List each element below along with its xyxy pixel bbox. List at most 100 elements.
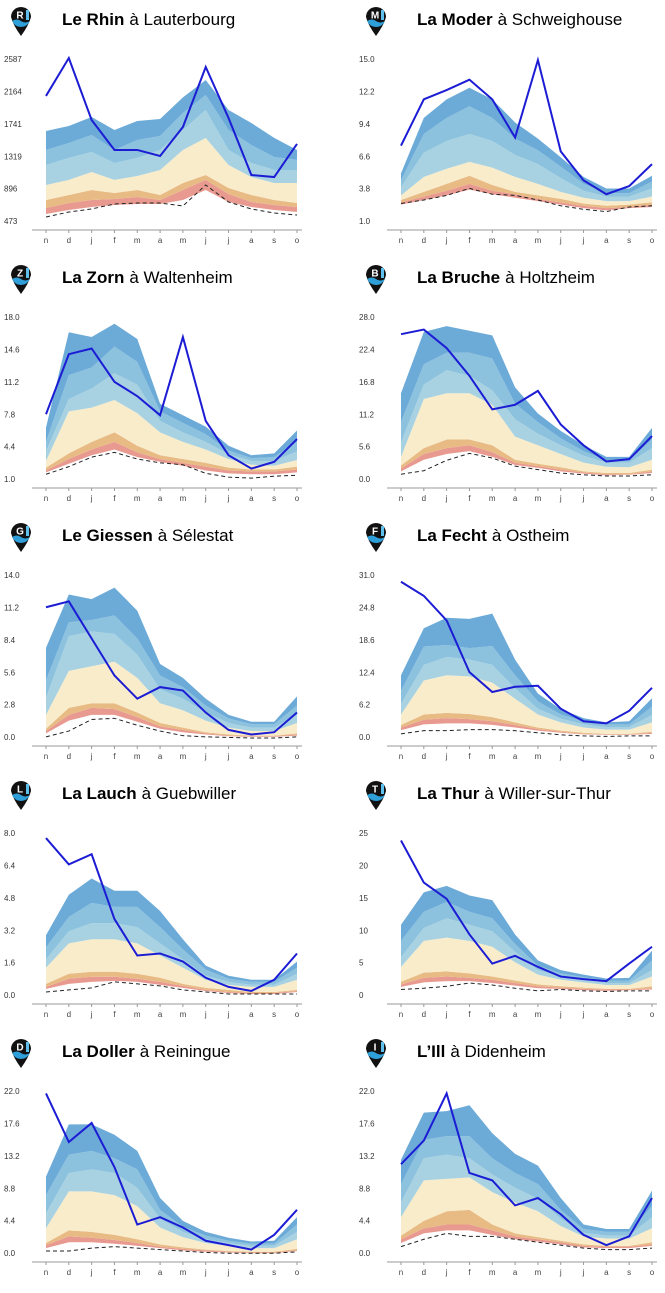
panel-title: L’Ill à Didenheim xyxy=(417,1042,546,1061)
x-tick-label: f xyxy=(468,1268,471,1277)
y-tick-label: 13.2 xyxy=(4,1152,20,1161)
x-tick-label: n xyxy=(44,752,48,761)
quantile-band xyxy=(401,675,652,734)
quantile-band xyxy=(46,976,297,994)
minimum-line xyxy=(400,729,652,737)
place-name: à Holtzheim xyxy=(505,268,595,287)
icon-water xyxy=(12,1051,30,1059)
x-tick-label: m xyxy=(535,1268,542,1277)
x-tick-label: j xyxy=(90,494,93,503)
y-tick-label: 0.0 xyxy=(359,475,371,484)
x-tick-label: m xyxy=(535,236,542,245)
quantile-band xyxy=(401,1224,652,1249)
icon-letter: D xyxy=(16,1043,23,1054)
y-tick-label: 4.4 xyxy=(4,1217,16,1226)
place-name: à Waltenheim xyxy=(129,268,232,287)
river-name: Le Giessen xyxy=(62,526,153,545)
y-tick-label: 12.2 xyxy=(359,88,375,97)
x-tick-label: n xyxy=(44,494,48,503)
x-tick-label: m xyxy=(134,494,141,503)
x-tick-label: f xyxy=(113,236,116,245)
quantile-band xyxy=(46,179,297,215)
panel: R Le Rhin à Lauterbourg 473 896 1319 1741 2164 2… xyxy=(4,7,302,245)
icon-letter: G xyxy=(16,527,24,538)
river-name: La Doller xyxy=(62,1042,135,1061)
icon-water xyxy=(367,535,385,543)
x-tick-label: m xyxy=(134,236,141,245)
x-tick-label: f xyxy=(113,752,116,761)
panel-title: La Thur à Willer-sur-Thur xyxy=(417,784,611,803)
y-tick-label: 8.8 xyxy=(359,1184,371,1193)
x-tick-label: m xyxy=(489,1268,496,1277)
x-tick-label: j xyxy=(90,236,93,245)
y-tick-label: 4.4 xyxy=(359,1217,371,1226)
x-tick-label: j xyxy=(204,1268,207,1277)
x-tick-label: o xyxy=(650,494,655,503)
x-tick-label: m xyxy=(535,752,542,761)
icon-water xyxy=(12,535,30,543)
y-tick-label: 1.0 xyxy=(4,475,16,484)
icon-water xyxy=(367,793,385,801)
quantile-band xyxy=(46,95,297,170)
x-tick-label: a xyxy=(158,752,163,761)
x-tick-label: d xyxy=(422,1268,426,1277)
y-tick-label: 0.0 xyxy=(359,1249,371,1258)
panel-title: La Doller à Reiningue xyxy=(62,1042,231,1061)
flow-line xyxy=(400,56,653,196)
x-tick-label: s xyxy=(272,752,276,761)
x-tick-label: a xyxy=(604,236,609,245)
y-tick-label: 14.0 xyxy=(4,571,20,580)
x-tick-label: n xyxy=(44,1268,48,1277)
x-tick-label: f xyxy=(113,1010,116,1019)
quantile-band xyxy=(46,174,297,208)
quantile-band xyxy=(46,441,297,475)
x-tick-label: j xyxy=(227,1010,230,1019)
icon-water xyxy=(367,277,385,285)
x-tick-label: a xyxy=(249,494,254,503)
y-tick-label: 2164 xyxy=(4,88,22,97)
icon-gauge xyxy=(26,10,29,20)
quantile-band xyxy=(46,971,297,993)
y-tick-label: 11.2 xyxy=(4,604,20,613)
x-tick-label: a xyxy=(158,494,163,503)
y-tick-label: 0.0 xyxy=(4,1249,16,1258)
y-tick-label: 1741 xyxy=(4,120,22,129)
x-tick-label: d xyxy=(67,236,71,245)
y-tick-label: 22.0 xyxy=(4,1087,20,1096)
x-tick-label: m xyxy=(180,752,187,761)
y-tick-label: 0 xyxy=(359,991,364,1000)
x-tick-label: a xyxy=(249,1268,254,1277)
river-name: L’Ill xyxy=(417,1042,445,1061)
quantile-band xyxy=(401,657,652,730)
quantile-band xyxy=(46,80,297,160)
x-tick-label: f xyxy=(468,752,471,761)
x-tick-label: n xyxy=(44,236,48,245)
x-tick-label: o xyxy=(650,236,655,245)
quantile-band xyxy=(401,976,652,991)
y-tick-label: 10 xyxy=(359,926,368,935)
panel: G Le Giessen à Sélestat 0.0 2.8 5.6 8.4 11.2 14.… xyxy=(4,523,302,761)
x-tick-label: j xyxy=(582,494,585,503)
place-name: à Guebwiller xyxy=(142,784,237,803)
y-tick-label: 12.4 xyxy=(359,668,375,677)
y-tick-label: 0.0 xyxy=(359,733,371,742)
x-tick-label: a xyxy=(513,236,518,245)
x-tick-label: a xyxy=(513,1268,518,1277)
x-tick-label: a xyxy=(158,1010,163,1019)
x-tick-label: n xyxy=(399,1010,403,1019)
quantile-band xyxy=(46,399,297,470)
x-tick-label: a xyxy=(604,494,609,503)
x-tick-label: o xyxy=(295,1268,300,1277)
icon-gauge xyxy=(26,784,29,794)
x-tick-label: m xyxy=(489,494,496,503)
x-tick-label: j xyxy=(204,494,207,503)
icon-letter: F xyxy=(372,527,378,538)
y-tick-label: 22.0 xyxy=(359,1087,375,1096)
x-tick-label: o xyxy=(295,1010,300,1019)
x-tick-label: s xyxy=(272,1268,276,1277)
y-tick-label: 24.8 xyxy=(359,604,375,613)
minimum-line xyxy=(45,184,298,218)
y-tick-label: 18.0 xyxy=(4,313,20,322)
quantile-band xyxy=(46,587,297,725)
place-name: à Lauterbourg xyxy=(129,10,235,29)
